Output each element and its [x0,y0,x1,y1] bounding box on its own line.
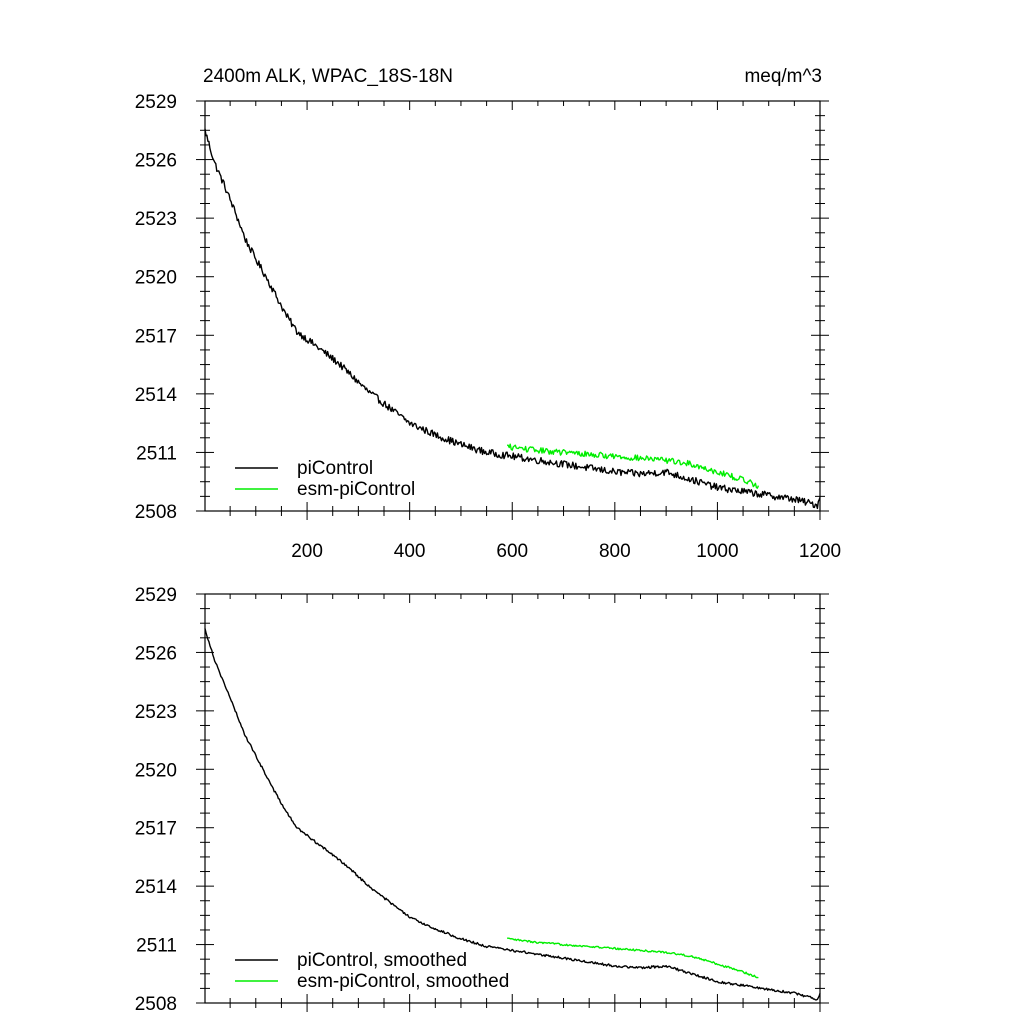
series-line-picontrol-smoothed [204,628,821,1001]
y-tick-label: 2508 [135,502,177,523]
x-tick-label: 800 [599,541,631,562]
y-tick-label: 2514 [135,877,178,898]
y-tick-label: 2517 [135,819,177,840]
y-tick-label: 2511 [136,443,177,464]
top-x-tick-labels: 200 400 600 800 1000 1200 [291,541,841,562]
x-tick-label: 600 [496,541,528,562]
units-label: meq/m^3 [744,66,822,87]
y-tick-label: 2520 [135,760,177,781]
y-tick-label: 2508 [135,994,177,1015]
series-line-esm-picontrol-smoothed [507,937,759,979]
top-y-tick-labels: 2508 2511 2514 2517 2520 2523 2526 2529 [135,92,178,523]
y-tick-label: 2526 [135,151,177,172]
top-panel: 2508 2511 2514 2517 2520 2523 2526 2529 200 400 6… [135,92,841,562]
y-tick-label: 2529 [135,92,177,113]
legend-label: piControl, smoothed [297,950,467,971]
y-tick-label: 2517 [135,326,177,347]
y-tick-label: 2526 [135,643,177,664]
legend-label: piControl [297,458,373,479]
x-tick-label: 1000 [696,541,738,562]
bottom-y-tick-labels: 2508 2511 2514 2517 2520 2523 2526 2529 [135,585,178,1015]
chart-title: 2400m ALK, WPAC_18S-18N [203,66,453,87]
legend-label: esm-piControl, smoothed [297,971,509,992]
bottom-plot-frame [204,593,821,1004]
bottom-ticks [196,593,829,1012]
series-line-picontrol [204,128,821,510]
legend-label: esm-piControl [297,479,415,500]
bottom-panel: 2508 2511 2514 2517 2520 2523 2526 2529 piContr… [135,585,829,1015]
y-tick-label: 2523 [135,209,177,230]
x-tick-label: 400 [394,541,426,562]
x-tick-label: 1200 [799,541,841,562]
series-line-esm-picontrol [507,443,760,489]
y-tick-label: 2529 [135,585,177,606]
top-series [204,128,821,510]
x-tick-label: 200 [291,541,323,562]
bottom-series [204,628,821,1001]
top-ticks [196,100,829,520]
y-tick-label: 2523 [135,702,177,723]
y-tick-label: 2511 [136,936,177,957]
y-tick-label: 2520 [135,268,177,289]
y-tick-label: 2514 [135,385,178,406]
